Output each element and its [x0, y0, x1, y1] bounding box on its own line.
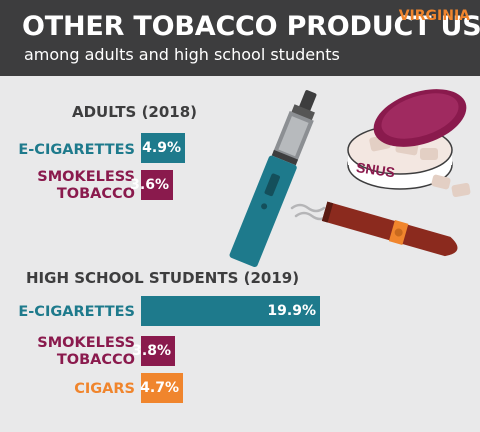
hs-cigars-label: CIGARS: [74, 381, 135, 397]
adults-ecig-label: E-CIGARETTES: [18, 142, 135, 158]
hs-smokeless-label: SMOKELESS TOBACCO: [37, 335, 135, 368]
adults-ecig-value: 4.9%: [142, 140, 181, 156]
adults-section-title: ADULTS (2018): [72, 103, 198, 121]
snus-label: SNUS: [355, 159, 396, 180]
page-subtitle: among adults and high school students: [24, 45, 340, 64]
hs-ecig-value: 19.9%: [267, 303, 316, 319]
e-cigarette-icon: [229, 90, 317, 268]
adults-smokeless-label: SMOKELESS TOBACCO: [37, 169, 135, 202]
hs-ecig-label: E-CIGARETTES: [18, 304, 135, 320]
adults-smokeless-bar: 3.6%: [130, 170, 173, 200]
header-banner: OTHER TOBACCO PRODUCT USE among adults a…: [0, 0, 480, 76]
tobacco-illustration: SNUS: [229, 89, 471, 268]
hs-smokeless-bar: 3.8%: [132, 336, 175, 366]
hs-section-title: HIGH SCHOOL STUDENTS (2019): [26, 269, 300, 287]
state-label: VIRGINIA: [398, 8, 470, 24]
hs-smokeless-value: 3.8%: [132, 343, 171, 359]
hs-cigars-value: 4.7%: [140, 380, 179, 396]
cigar-icon: [321, 201, 458, 257]
adults-ecig-bar: 4.9%: [141, 133, 185, 163]
hs-ecig-bar: 19.9%: [141, 296, 320, 326]
snus-tin-icon: SNUS: [347, 89, 471, 197]
hs-cigars-bar: 4.7%: [140, 373, 183, 403]
page-title: OTHER TOBACCO PRODUCT USE: [22, 11, 480, 42]
adults-smokeless-value: 3.6%: [130, 177, 169, 193]
smoke-icon: [290, 203, 330, 221]
